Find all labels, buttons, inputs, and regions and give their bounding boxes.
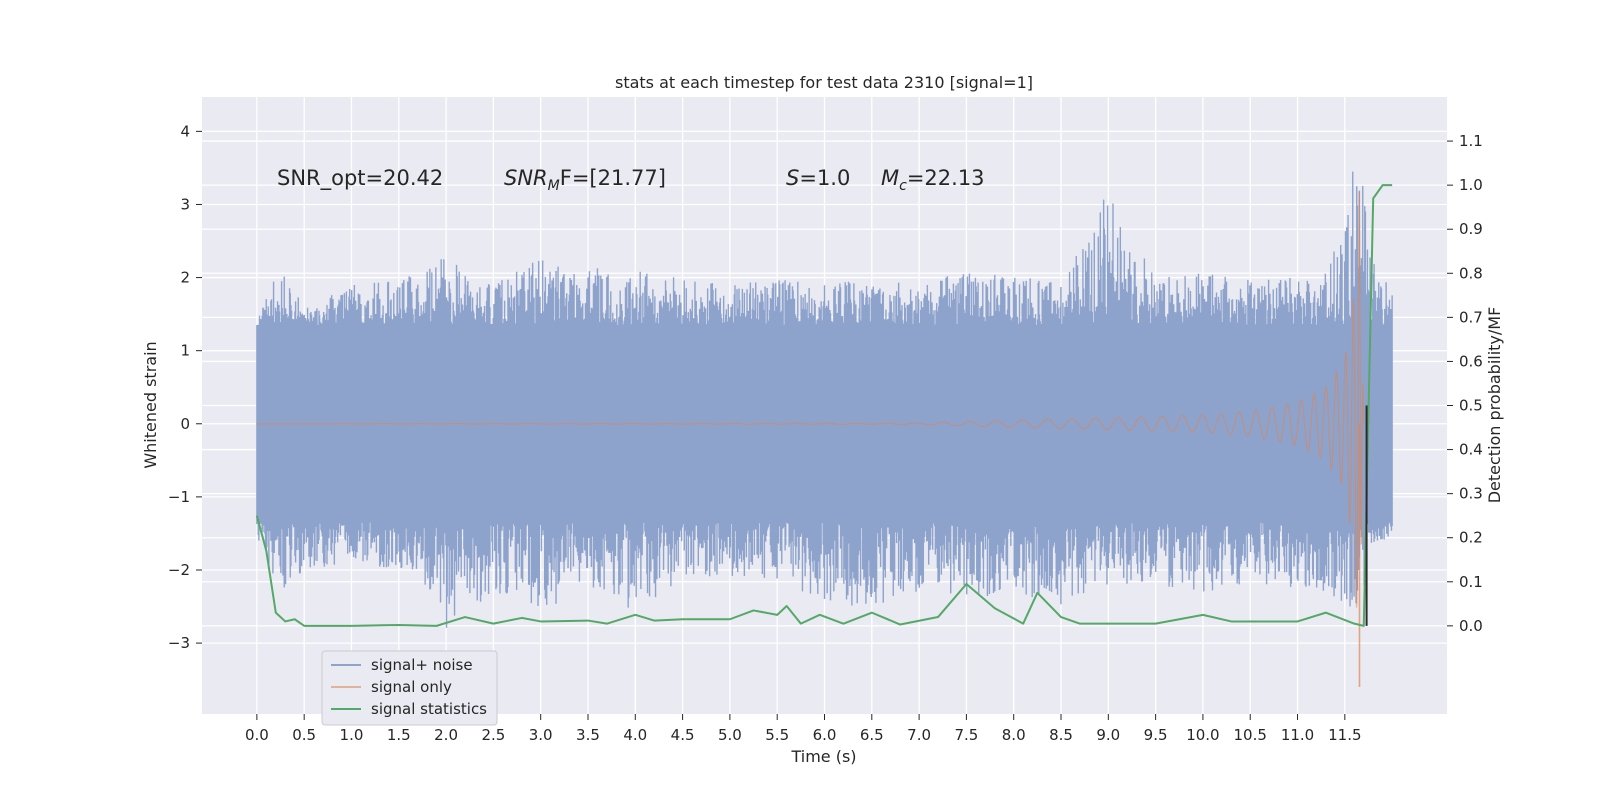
y-tick-label-right: 0.5 — [1459, 397, 1483, 415]
x-tick-label: 0.5 — [292, 726, 316, 744]
annotation-snr-opt: SNR_opt=20.42 — [277, 166, 443, 191]
x-tick-label: 5.5 — [765, 726, 789, 744]
y-tick-label-right: 1.1 — [1459, 132, 1483, 150]
x-tick-label: 4.5 — [671, 726, 695, 744]
x-tick-label: 8.0 — [1002, 726, 1026, 744]
y-tick-label-right: 0.8 — [1459, 264, 1483, 282]
series-signal-only — [256, 191, 1365, 687]
x-tick-label: 1.0 — [340, 726, 364, 744]
y-tick-label-right: 0.7 — [1459, 308, 1483, 326]
legend-box — [321, 650, 498, 726]
y-tick-label-right: 0.2 — [1459, 529, 1483, 547]
y-tick-label-left: 2 — [180, 269, 190, 287]
x-tick-label: 1.5 — [387, 726, 411, 744]
legend-label-signal-statistics: signal statistics — [371, 700, 487, 718]
y-tick-label-right: 0.1 — [1459, 573, 1483, 591]
y-axis-label-right: Detection probability/MF — [1485, 307, 1504, 504]
ticks: 0.0 0.5 1.0 1.5 2.0 2.5 3.0 3.5 4.0 4.5 5.0 5.5 6.0 6… — [168, 122, 1483, 744]
y-tick-label-right: 0.6 — [1459, 352, 1483, 370]
legend-label-signal-plus-noise: signal+ noise — [371, 656, 473, 674]
x-tick-label: 9.0 — [1096, 726, 1120, 744]
x-tick-label: 3.5 — [576, 726, 600, 744]
x-tick-label: 10.0 — [1186, 726, 1219, 744]
y-tick-label-right: 0.0 — [1459, 617, 1483, 635]
y-tick-label-left: −1 — [168, 488, 190, 506]
y-tick-label-left: 0 — [180, 415, 190, 433]
annotation-mc: Mc=22.13 — [881, 166, 985, 194]
x-tick-label: 8.5 — [1049, 726, 1073, 744]
legend-label-signal-only: signal only — [371, 678, 452, 696]
x-tick-label: 7.5 — [954, 726, 978, 744]
x-tick-label: 4.0 — [623, 726, 647, 744]
x-tick-label: 7.0 — [907, 726, 931, 744]
y-tick-label-left: 3 — [180, 195, 190, 213]
x-tick-label: 3.0 — [529, 726, 553, 744]
y-tick-label-right: 0.4 — [1459, 441, 1483, 459]
y-tick-label-left: −3 — [168, 634, 190, 652]
annotation-s: S=1.0 — [786, 166, 850, 190]
x-tick-label: 10.5 — [1234, 726, 1267, 744]
x-tick-label: 9.5 — [1144, 726, 1168, 744]
annotation-snr-mf: SNRMF=[21.77] — [504, 166, 666, 194]
signal-chirp-line — [256, 191, 1365, 608]
x-tick-label: 5.0 — [718, 726, 742, 744]
legend: signal+ noise signal only signal statist… — [321, 650, 498, 726]
x-axis-label: Time (s) — [790, 747, 856, 766]
chart-title: stats at each timestep for test data 231… — [615, 73, 1033, 92]
x-tick-label: 11.5 — [1328, 726, 1361, 744]
y-tick-label-right: 0.9 — [1459, 220, 1483, 238]
y-axis-label-left: Whitened strain — [141, 341, 160, 468]
x-tick-label: 2.0 — [434, 726, 458, 744]
x-tick-label: 0.0 — [245, 726, 269, 744]
y-tick-label-left: −2 — [168, 561, 190, 579]
signal-statistics-line — [255, 184, 1393, 627]
series-signal-statistics — [255, 184, 1393, 627]
y-tick-label-left: 4 — [180, 122, 190, 140]
y-tick-label-right: 1.0 — [1459, 176, 1483, 194]
x-tick-label: 6.5 — [860, 726, 884, 744]
y-tick-label-left: 1 — [180, 342, 190, 360]
y-tick-label-right: 0.3 — [1459, 485, 1483, 503]
x-tick-label: 2.5 — [481, 726, 505, 744]
x-tick-label: 11.0 — [1281, 726, 1314, 744]
x-tick-label: 6.0 — [813, 726, 837, 744]
